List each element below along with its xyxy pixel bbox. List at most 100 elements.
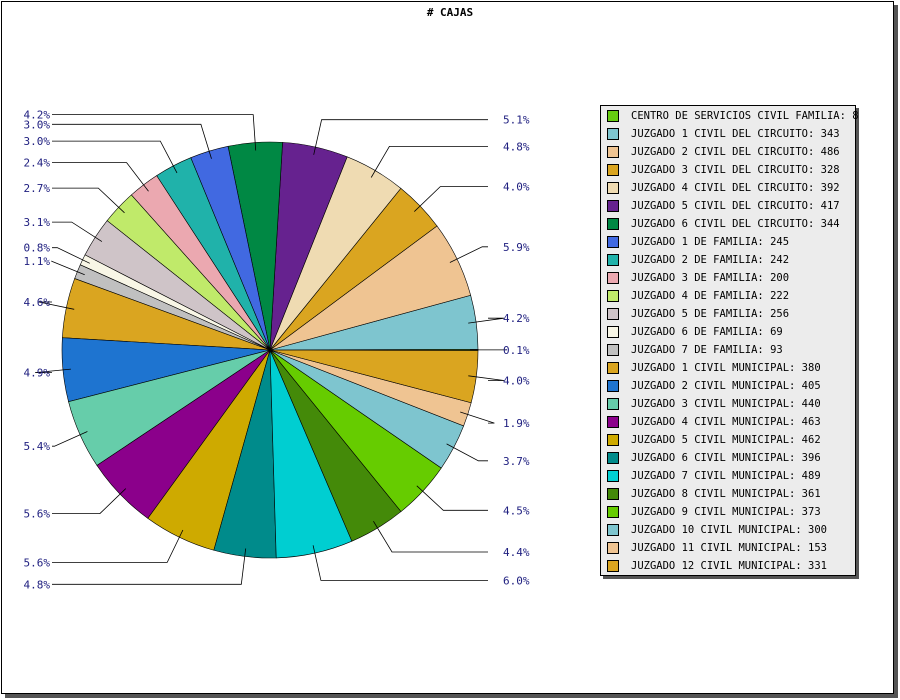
legend-swatch (607, 344, 619, 356)
legend-label: JUZGADO 6 CIVIL MUNICIPAL: 396 (631, 452, 821, 464)
legend-label: JUZGADO 9 CIVIL MUNICIPAL: 373 (631, 506, 821, 518)
legend-label: JUZGADO 8 CIVIL MUNICIPAL: 361 (631, 488, 821, 500)
chart-title: # CAJAS (426, 6, 474, 19)
legend-swatch (607, 164, 619, 176)
leader-line (449, 246, 488, 263)
leader-line (370, 145, 488, 178)
leader-line (416, 485, 488, 511)
legend-item: JUZGADO 12 CIVIL MUNICIPAL: 331 (607, 557, 827, 575)
percent-label: 4.5% (503, 504, 530, 517)
legend-swatch (607, 128, 619, 140)
legend-item: JUZGADO 2 CIVIL MUNICIPAL: 405 (607, 377, 821, 395)
legend-label: JUZGADO 2 CIVIL DEL CIRCUITO: 486 (631, 146, 840, 158)
leader-line (52, 162, 149, 192)
legend-swatch (607, 200, 619, 212)
percent-label: 4.2% (24, 109, 51, 122)
legend-item: JUZGADO 5 DE FAMILIA: 256 (607, 305, 789, 323)
percent-label: 4.9% (24, 367, 51, 380)
legend-label: JUZGADO 10 CIVIL MUNICIPAL: 300 (631, 524, 827, 536)
leader-line (52, 123, 212, 159)
legend-label: JUZGADO 4 DE FAMILIA: 222 (631, 290, 790, 302)
legend-label: JUZGADO 2 DE FAMILIA: 242 (631, 254, 790, 266)
legend-swatch (607, 380, 619, 392)
leader-line (460, 411, 495, 424)
legend-swatch (607, 236, 619, 248)
legend-swatch (607, 272, 619, 284)
leader-line (52, 431, 88, 447)
legend-swatch (607, 290, 619, 302)
legend-swatch (607, 308, 619, 320)
legend-item: JUZGADO 3 DE FAMILIA: 200 (607, 269, 789, 287)
legend-item: JUZGADO 1 DE FAMILIA: 245 (607, 233, 789, 251)
legend-swatch (607, 362, 619, 374)
percent-label: 4.8% (24, 578, 51, 591)
legend-label: JUZGADO 1 CIVIL MUNICIPAL: 380 (631, 362, 821, 374)
legend-label: JUZGADO 2 CIVIL MUNICIPAL: 405 (631, 380, 821, 392)
percent-label: 0.8% (24, 242, 51, 255)
leader-line (468, 317, 504, 324)
legend-item: JUZGADO 4 CIVIL DEL CIRCUITO: 392 (607, 179, 840, 197)
legend-swatch (607, 110, 619, 122)
legend-label: JUZGADO 6 DE FAMILIA: 69 (631, 326, 783, 338)
legend-item: JUZGADO 2 DE FAMILIA: 242 (607, 251, 789, 269)
legend-swatch (607, 542, 619, 554)
legend-item: JUZGADO 7 DE FAMILIA: 93 (607, 341, 783, 359)
legend-label: JUZGADO 3 DE FAMILIA: 200 (631, 272, 790, 284)
legend-swatch (607, 326, 619, 338)
leader-line (35, 368, 71, 374)
percent-label: 3.0% (24, 118, 51, 131)
percent-label: 3.0% (24, 135, 51, 148)
leader-line (52, 140, 178, 174)
percent-label: 2.4% (24, 157, 51, 170)
percent-label: 0.1% (503, 344, 530, 357)
legend-swatch (607, 254, 619, 266)
legend-item: CENTRO DE SERVICIOS CIVIL FAMILIA: 8 (607, 107, 859, 125)
legend-item: JUZGADO 6 CIVIL DEL CIRCUITO: 344 (607, 215, 840, 233)
percent-label: 3.7% (503, 455, 530, 468)
percent-label: 6.0% (503, 574, 530, 587)
legend-label: JUZGADO 1 DE FAMILIA: 245 (631, 236, 790, 248)
percent-label: 5.9% (503, 241, 530, 254)
legend-label: JUZGADO 3 CIVIL DEL CIRCUITO: 328 (631, 164, 840, 176)
leader-line (52, 187, 125, 214)
legend-swatch (607, 470, 619, 482)
legend-item: JUZGADO 4 DE FAMILIA: 222 (607, 287, 789, 305)
percent-label: 4.0% (503, 375, 530, 388)
leader-line (52, 529, 184, 563)
percent-label: 2.7% (24, 182, 51, 195)
legend-item: JUZGADO 8 CIVIL MUNICIPAL: 361 (607, 485, 821, 503)
legend-item: JUZGADO 11 CIVIL MUNICIPAL: 153 (607, 539, 827, 557)
legend-label: JUZGADO 6 CIVIL DEL CIRCUITO: 344 (631, 218, 840, 230)
legend-swatch (607, 452, 619, 464)
legend-item: JUZGADO 9 CIVIL MUNICIPAL: 373 (607, 503, 821, 521)
legend-swatch (607, 416, 619, 428)
legend-item: JUZGADO 7 CIVIL MUNICIPAL: 489 (607, 467, 821, 485)
legend-item: JUZGADO 10 CIVIL MUNICIPAL: 300 (607, 521, 827, 539)
legend-label: JUZGADO 4 CIVIL DEL CIRCUITO: 392 (631, 182, 840, 194)
percent-label: 3.1% (24, 216, 51, 229)
leader-line (52, 488, 127, 514)
legend-label: JUZGADO 11 CIVIL MUNICIPAL: 153 (631, 542, 827, 554)
percent-label: 1.1% (24, 255, 51, 268)
leader-line (52, 548, 247, 585)
legend-item: JUZGADO 6 DE FAMILIA: 69 (607, 323, 783, 341)
leader-line (446, 443, 488, 462)
leader-line (312, 545, 488, 581)
legend-label: JUZGADO 12 CIVIL MUNICIPAL: 331 (631, 560, 827, 572)
legend-swatch (607, 146, 619, 158)
leader-line (52, 247, 90, 264)
leader-line (52, 114, 257, 151)
percent-label: 1.9% (503, 417, 530, 430)
legend: CENTRO DE SERVICIOS CIVIL FAMILIA: 8 JUZG… (600, 105, 859, 576)
legend-item: JUZGADO 2 CIVIL DEL CIRCUITO: 486 (607, 143, 840, 161)
percent-label: 5.6% (24, 556, 51, 569)
legend-label: JUZGADO 3 CIVIL MUNICIPAL: 440 (631, 398, 821, 410)
legend-swatch (607, 488, 619, 500)
legend-label: JUZGADO 7 DE FAMILIA: 93 (631, 344, 783, 356)
percent-label: 4.2% (503, 312, 530, 325)
legend-label: JUZGADO 4 CIVIL MUNICIPAL: 463 (631, 416, 821, 428)
legend-swatch (607, 218, 619, 230)
legend-label: JUZGADO 7 CIVIL MUNICIPAL: 489 (631, 470, 821, 482)
percent-label: 4.4% (503, 546, 530, 559)
legend-item: JUZGADO 6 CIVIL MUNICIPAL: 396 (607, 449, 821, 467)
